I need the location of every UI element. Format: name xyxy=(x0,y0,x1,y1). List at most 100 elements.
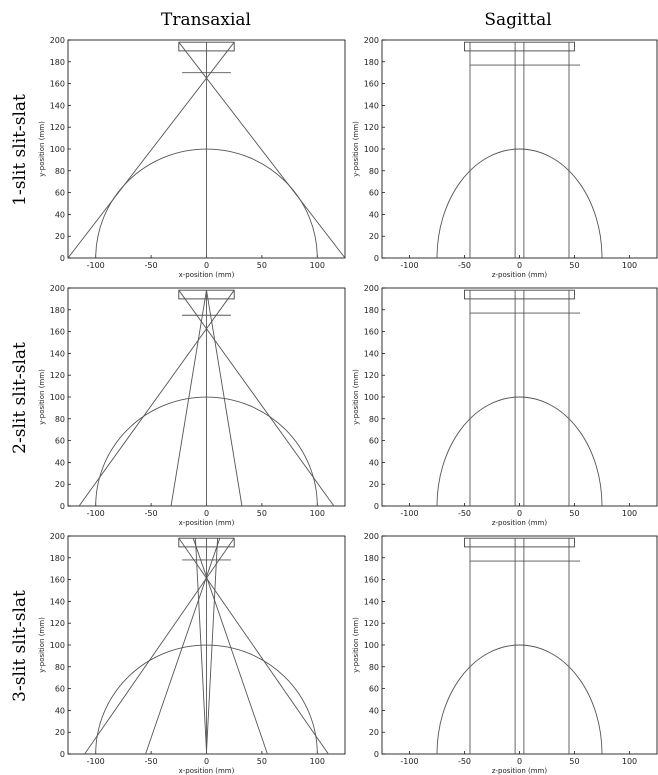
y-tick-label: 60 xyxy=(369,189,379,198)
y-tick-label: 100 xyxy=(50,145,65,154)
x-tick-label: -100 xyxy=(400,757,418,766)
y-axis-label: y-position (mm) xyxy=(352,121,360,177)
x-tick-label: 50 xyxy=(257,757,267,766)
column-title-sagittal: Sagittal xyxy=(484,10,551,30)
y-tick-label: 120 xyxy=(50,371,65,380)
ray-line xyxy=(67,41,235,259)
y-tick-label: 20 xyxy=(55,232,65,241)
y-tick-label: 180 xyxy=(364,306,379,315)
y-tick-label: 20 xyxy=(369,480,379,489)
y-tick-label: 40 xyxy=(369,706,379,715)
x-tick-label: -50 xyxy=(145,757,158,766)
ray-line xyxy=(145,538,221,755)
x-tick-label: 100 xyxy=(622,509,637,518)
y-tick-label: 140 xyxy=(364,349,379,358)
ray-line xyxy=(194,538,207,752)
x-tick-label: -100 xyxy=(87,757,105,766)
y-tick-label: 0 xyxy=(60,750,65,759)
y-tick-label: 140 xyxy=(50,101,65,110)
y-axis-label: y-position (mm) xyxy=(38,617,46,673)
y-tick-label: 80 xyxy=(55,415,65,424)
y-tick-label: 20 xyxy=(55,480,65,489)
x-tick-label: 50 xyxy=(257,509,267,518)
x-tick-label: -100 xyxy=(87,509,105,518)
y-tick-label: 160 xyxy=(50,576,65,585)
x-tick-label: 100 xyxy=(310,757,325,766)
y-tick-label: 60 xyxy=(369,685,379,694)
y-tick-label: 160 xyxy=(364,328,379,337)
y-tick-label: 180 xyxy=(50,306,65,315)
x-tick-label: 0 xyxy=(517,757,522,766)
y-tick-label: 200 xyxy=(50,36,65,45)
x-tick-label: -100 xyxy=(400,261,418,270)
y-tick-label: 100 xyxy=(50,393,65,402)
ray-line xyxy=(206,538,219,752)
y-tick-label: 100 xyxy=(364,145,379,154)
y-tick-label: 80 xyxy=(369,415,379,424)
x-tick-label: -100 xyxy=(400,509,418,518)
x-tick-label: 50 xyxy=(257,261,267,270)
x-tick-label: 0 xyxy=(204,261,209,270)
y-tick-label: 0 xyxy=(374,502,379,511)
x-tick-label: -50 xyxy=(458,261,471,270)
y-tick-label: 160 xyxy=(50,80,65,89)
y-tick-label: 200 xyxy=(50,532,65,541)
y-tick-label: 20 xyxy=(55,728,65,737)
x-axis-label: z-position (mm) xyxy=(492,271,548,279)
row-label-2-slit: 2-slit slit-slat xyxy=(10,342,30,454)
x-tick-label: 0 xyxy=(204,509,209,518)
y-tick-label: 20 xyxy=(369,728,379,737)
x-tick-label: -50 xyxy=(458,757,471,766)
y-tick-label: 120 xyxy=(50,619,65,628)
y-axis-label: y-position (mm) xyxy=(352,369,360,425)
y-tick-label: 100 xyxy=(364,393,379,402)
x-tick-label: 50 xyxy=(569,509,579,518)
panel-2-slit-sagittal: 0 20 40 60 80 100 120 140 160 180 200 -100 -50 0 50 100… xyxy=(352,284,658,527)
y-tick-label: 200 xyxy=(364,284,379,293)
ray-line xyxy=(178,537,329,755)
ray-line xyxy=(170,290,207,507)
x-tick-label: 0 xyxy=(517,261,522,270)
y-tick-label: 160 xyxy=(50,328,65,337)
ray-line xyxy=(78,289,235,507)
row-label-1-slit: 1-slit slit-slat xyxy=(10,94,30,206)
y-tick-label: 40 xyxy=(55,706,65,715)
y-tick-label: 200 xyxy=(50,284,65,293)
y-tick-label: 80 xyxy=(55,663,65,672)
y-tick-label: 180 xyxy=(50,58,65,67)
x-tick-label: 100 xyxy=(622,261,637,270)
ray-line xyxy=(84,537,235,755)
y-tick-label: 140 xyxy=(364,101,379,110)
ray-line xyxy=(178,41,346,259)
y-tick-label: 180 xyxy=(364,554,379,563)
x-tick-label: 50 xyxy=(569,261,579,270)
collimator-box xyxy=(464,537,575,548)
y-axis-label: y-position (mm) xyxy=(352,617,360,673)
y-tick-label: 40 xyxy=(369,210,379,219)
collimator-box xyxy=(464,289,575,300)
y-tick-label: 60 xyxy=(369,437,379,446)
x-tick-label: -50 xyxy=(145,261,158,270)
y-tick-label: 80 xyxy=(369,663,379,672)
x-axis-label: x-position (mm) xyxy=(179,271,235,279)
y-tick-label: 160 xyxy=(364,576,379,585)
x-tick-label: 0 xyxy=(517,509,522,518)
y-tick-label: 0 xyxy=(60,502,65,511)
y-tick-label: 100 xyxy=(50,641,65,650)
x-tick-label: -50 xyxy=(145,509,158,518)
panel-2-slit-transaxial: 0 20 40 60 80 100 120 140 160 180 200 -100 -50 0 50 100… xyxy=(38,284,346,527)
x-tick-label: -100 xyxy=(87,261,105,270)
column-title-transaxial: Transaxial xyxy=(161,10,251,30)
y-tick-label: 180 xyxy=(364,58,379,67)
y-tick-label: 60 xyxy=(55,437,65,446)
y-tick-label: 20 xyxy=(369,232,379,241)
y-tick-label: 0 xyxy=(374,254,379,263)
x-tick-label: 0 xyxy=(204,757,209,766)
y-axis-label: y-position (mm) xyxy=(38,121,46,177)
y-tick-label: 40 xyxy=(55,458,65,467)
ray-line xyxy=(192,538,268,755)
panel-1-slit-sagittal: 0 20 40 60 80 100 120 140 160 180 200 -100 -50 0 50 100… xyxy=(352,36,658,279)
y-tick-label: 120 xyxy=(364,371,379,380)
